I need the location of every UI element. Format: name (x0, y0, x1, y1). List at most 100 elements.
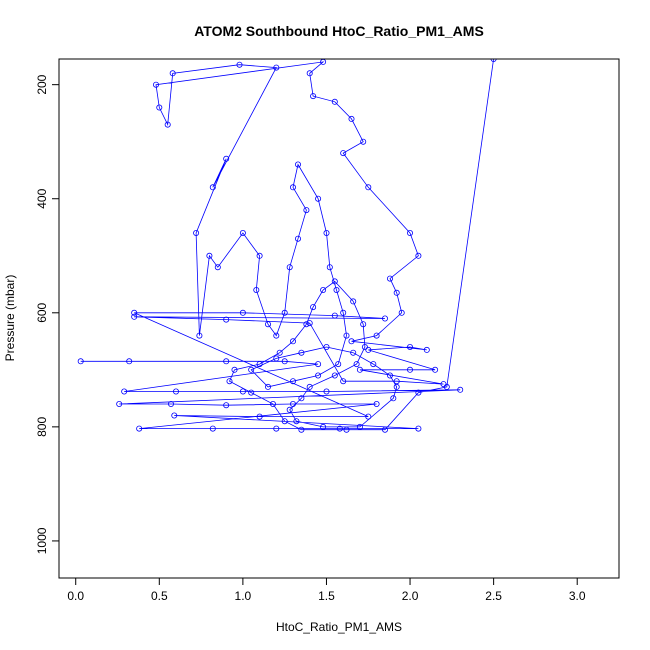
data-point (289, 184, 296, 191)
y-tick-label: 1000 (35, 527, 49, 554)
data-point (226, 378, 233, 385)
data-point (393, 383, 400, 390)
data-point (340, 150, 347, 157)
data-point (209, 184, 216, 191)
data-point (348, 338, 355, 345)
data-point (323, 388, 330, 395)
data-point (323, 229, 330, 236)
data-point (423, 346, 430, 353)
data-point (306, 320, 313, 327)
data-point (298, 426, 305, 433)
data-point (167, 400, 174, 407)
data-point (340, 309, 347, 316)
data-point (365, 346, 372, 353)
y-axis: 200 400 600 800 1000 (35, 74, 60, 554)
data-point (356, 366, 363, 373)
series-line (80, 59, 494, 431)
data-point (136, 425, 143, 432)
data-point (294, 235, 301, 242)
data-point (223, 155, 230, 162)
data-point (406, 366, 413, 373)
data-point (256, 361, 263, 368)
y-tick-label: 800 (35, 417, 49, 437)
data-point (239, 388, 246, 395)
data-point (131, 313, 138, 320)
data-point (333, 286, 340, 293)
data-point (289, 378, 296, 385)
data-point (393, 378, 400, 385)
data-point (343, 332, 350, 339)
data-point (264, 383, 271, 390)
data-point (286, 406, 293, 413)
data-point (273, 355, 280, 362)
data-point (169, 70, 176, 77)
data-point (116, 400, 123, 407)
data-point (281, 309, 288, 316)
x-axis-label: HtoC_Ratio_PM1_AMS (276, 620, 402, 634)
data-point (206, 252, 213, 259)
x-tick-label: 0.0 (67, 589, 84, 603)
x-tick-label: 2.0 (402, 589, 419, 603)
x-axis: 0.0 0.5 1.0 1.5 2.0 2.5 3.0 (67, 577, 586, 603)
data-point (253, 286, 260, 293)
data-point (214, 264, 221, 271)
data-point (361, 343, 368, 350)
data-point (171, 412, 178, 419)
data-point (239, 229, 246, 236)
data-point (373, 400, 380, 407)
data-point (209, 425, 216, 432)
data-point (457, 386, 464, 393)
data-point (320, 286, 327, 293)
data-point (306, 70, 313, 77)
data-point (164, 121, 171, 128)
data-point (443, 383, 450, 390)
data-point (77, 358, 84, 365)
data-point (289, 400, 296, 407)
data-point (239, 309, 246, 316)
data-point (373, 332, 380, 339)
data-point (256, 252, 263, 259)
data-point (273, 425, 280, 432)
data-point (196, 332, 203, 339)
data-point (360, 321, 367, 328)
data-point (126, 358, 133, 365)
data-point (231, 366, 238, 373)
data-point (315, 372, 322, 379)
data-point (343, 426, 350, 433)
y-tick-label: 600 (35, 302, 49, 322)
data-point (298, 349, 305, 356)
data-point (390, 395, 397, 402)
data-point (131, 309, 138, 316)
data-point (193, 229, 200, 236)
data-point (223, 358, 230, 365)
data-point (331, 312, 338, 319)
data-point (350, 349, 357, 356)
data-point (320, 423, 327, 430)
data-point (303, 207, 310, 214)
data-point (356, 423, 363, 430)
data-point (381, 426, 388, 433)
data-point (386, 372, 393, 379)
y-axis-label: Pressure (mbar) (3, 275, 17, 362)
data-point (393, 289, 400, 296)
x-tick-label: 0.5 (151, 589, 168, 603)
data-point (365, 184, 372, 191)
data-point (303, 321, 310, 328)
x-tick-label: 3.0 (569, 589, 586, 603)
data-point (335, 361, 342, 368)
data-point (398, 309, 405, 316)
data-point (293, 418, 300, 425)
x-tick-label: 1.5 (318, 589, 335, 603)
data-point (353, 361, 360, 368)
data-point (223, 316, 230, 323)
data-point (223, 402, 230, 409)
y-tick-label: 200 (35, 74, 49, 94)
data-point (289, 338, 296, 345)
data-point (323, 343, 330, 350)
data-point (386, 275, 393, 282)
data-point (264, 321, 271, 328)
data-point (286, 264, 293, 271)
data-point (350, 298, 357, 305)
data-point (360, 138, 367, 145)
